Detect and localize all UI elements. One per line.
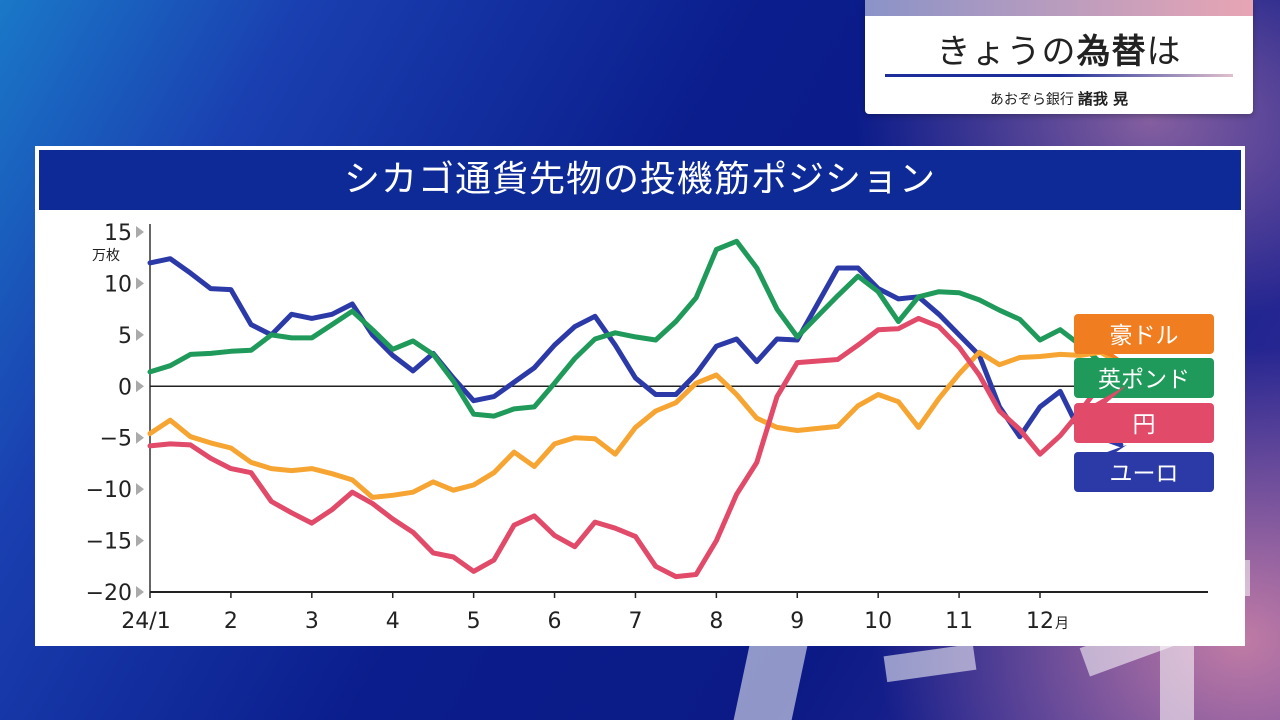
- title-divider: [885, 74, 1233, 77]
- x-tick-label: 11: [945, 609, 973, 634]
- y-tick-marker: [136, 277, 144, 290]
- legend-label: 英ポンド: [1098, 367, 1190, 393]
- legend-pointer: [1074, 385, 1127, 431]
- x-tick-label: 7: [628, 609, 642, 634]
- chart-header: シカゴ通貨先物の投機筋ポジション: [39, 150, 1241, 210]
- y-tick-marker: [136, 328, 144, 341]
- series-line: [147, 315, 1124, 580]
- x-tick-label: 3: [305, 609, 319, 634]
- y-tick-label: −5: [100, 427, 132, 452]
- y-tick-label: 0: [118, 375, 132, 400]
- series-line: [147, 349, 1124, 500]
- chart-panel: シカゴ通貨先物の投機筋ポジション: [35, 146, 1245, 646]
- y-tick-marker: [136, 431, 144, 444]
- y-tick-label: 15: [104, 221, 132, 246]
- y-tick-marker: [136, 380, 144, 393]
- x-tick-label: 6: [548, 609, 562, 634]
- legend-label: 円: [1133, 412, 1156, 438]
- series-line: [147, 238, 1124, 419]
- chart-title: シカゴ通貨先物の投機筋ポジション: [343, 159, 936, 200]
- legend-box: [1074, 403, 1214, 443]
- presenter-name: 諸我 晃: [1077, 90, 1129, 108]
- program-title-card: きょうの為替は あおぞら銀行 諸我 晃: [865, 0, 1253, 114]
- y-tick-marker: [136, 586, 144, 598]
- y-tick-marker: [136, 226, 144, 238]
- y-unit-label: 万枚: [92, 248, 120, 264]
- x-tick-label: 9: [790, 609, 804, 634]
- title-suffix: は: [1146, 32, 1182, 72]
- x-unit-label: 月: [1055, 616, 1069, 632]
- y-tick-label: −10: [86, 478, 132, 503]
- x-tick-label: 24/1: [121, 609, 170, 634]
- y-tick-marker: [136, 534, 144, 547]
- x-tick-label: 10: [864, 609, 892, 634]
- y-tick-label: −15: [86, 530, 132, 555]
- title-bold: 為替: [1076, 32, 1147, 72]
- title-card-topbar: [865, 0, 1253, 16]
- legend-label: 豪ドル: [1110, 323, 1179, 349]
- x-tick-label: 12: [1026, 609, 1054, 634]
- legend-pointer: [1074, 326, 1127, 364]
- bank-name: あおぞら銀行: [989, 92, 1074, 108]
- program-title: きょうの為替は: [865, 24, 1253, 73]
- legend-box: [1074, 358, 1214, 398]
- legend-label: ユーロ: [1110, 461, 1179, 487]
- presenter-line: あおぞら銀行 諸我 晃: [865, 88, 1253, 109]
- y-tick-label: 10: [104, 272, 132, 297]
- y-tick-label: 5: [118, 324, 132, 349]
- x-tick-label: 8: [709, 609, 723, 634]
- x-tick-label: 5: [467, 609, 481, 634]
- y-tick-marker: [136, 483, 144, 496]
- series-line: [147, 256, 1124, 448]
- legend-box: [1074, 452, 1214, 492]
- x-tick-label: 2: [224, 609, 238, 634]
- x-tick-label: 4: [386, 609, 400, 634]
- title-prefix: きょうの: [936, 32, 1077, 72]
- y-tick-label: −20: [86, 581, 132, 606]
- legend-box: [1074, 314, 1214, 354]
